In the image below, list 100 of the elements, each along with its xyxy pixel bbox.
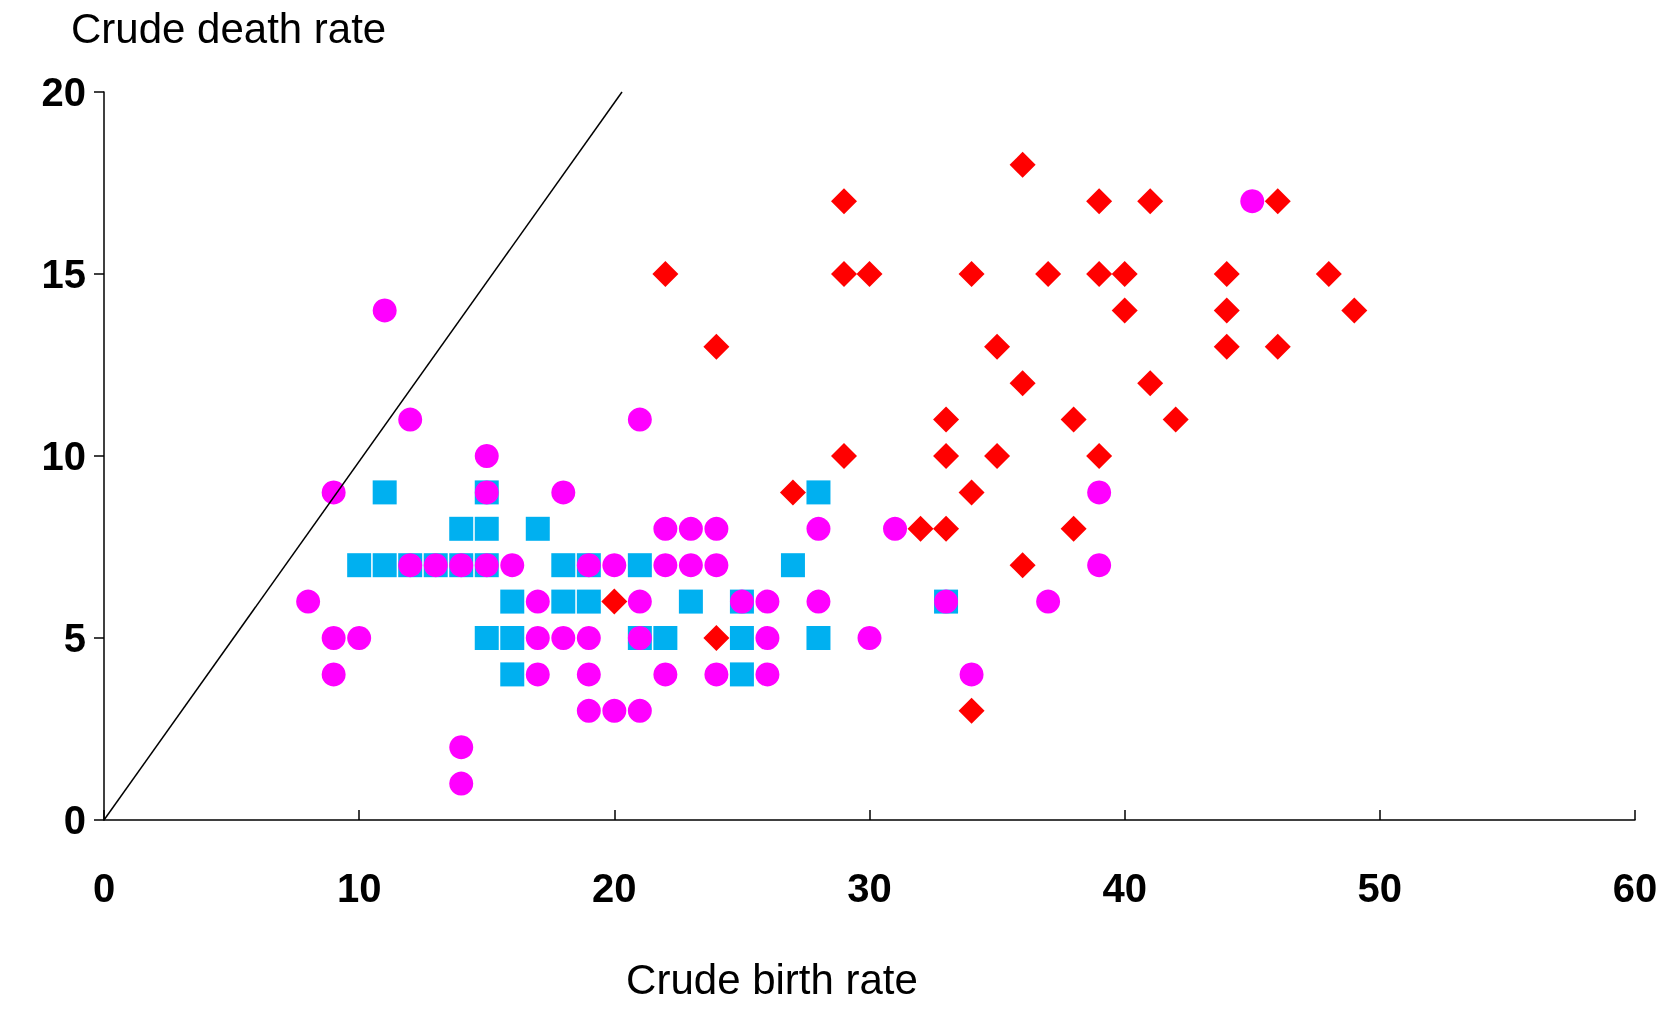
point: [704, 516, 729, 541]
point: [857, 626, 882, 650]
point: [678, 553, 703, 578]
point: [1086, 261, 1113, 287]
x-tick-label: 10: [336, 866, 382, 910]
point: [1213, 297, 1240, 324]
point: [704, 662, 729, 687]
point: [576, 626, 601, 650]
point: [372, 480, 397, 505]
point: [602, 698, 627, 723]
point: [704, 553, 729, 578]
point: [703, 333, 730, 360]
point: [601, 588, 628, 615]
point: [883, 516, 908, 541]
point: [933, 406, 960, 433]
point: [755, 662, 780, 687]
point: [959, 662, 984, 687]
point: [1087, 553, 1112, 578]
y-tick-label: 5: [63, 616, 86, 660]
point: [449, 735, 474, 760]
point: [551, 626, 576, 650]
point: [525, 516, 550, 541]
point: [958, 697, 985, 724]
point: [576, 698, 601, 723]
point: [1341, 297, 1368, 324]
point: [1036, 589, 1061, 614]
point: [653, 553, 678, 578]
point: [856, 261, 883, 287]
point: [653, 626, 678, 650]
point: [398, 407, 423, 432]
point: [1213, 333, 1240, 360]
point: [474, 626, 499, 650]
x-axis-title: Crude birth rate: [626, 955, 918, 1003]
point: [933, 515, 960, 542]
point: [1137, 188, 1164, 215]
point: [958, 261, 985, 287]
point: [1264, 188, 1291, 215]
point: [1264, 333, 1291, 360]
point: [500, 626, 525, 650]
point: [627, 589, 652, 614]
point: [1009, 370, 1036, 397]
point: [474, 516, 499, 541]
y-tick-label: 20: [41, 70, 86, 114]
point: [627, 553, 652, 578]
point: [296, 589, 321, 614]
point: [779, 479, 806, 506]
point: [729, 626, 754, 650]
point: [984, 443, 1011, 469]
point: [347, 626, 372, 650]
point: [806, 589, 831, 614]
point: [806, 516, 831, 541]
point: [780, 553, 805, 578]
point: [500, 553, 525, 578]
point: [1035, 261, 1062, 287]
x-tick-label: 0: [92, 866, 116, 910]
point: [1009, 151, 1036, 178]
x-tick-label: 40: [1102, 866, 1147, 910]
point: [500, 662, 525, 687]
point: [729, 662, 754, 687]
point: [474, 444, 499, 468]
point: [958, 479, 985, 506]
point: [602, 553, 627, 578]
point: [551, 480, 576, 505]
point: [678, 589, 703, 614]
y-tick-label: 10: [41, 434, 86, 478]
point: [551, 553, 576, 578]
y-tick-label: 15: [41, 252, 86, 296]
point: [1009, 552, 1036, 579]
x-tick-label: 20: [592, 866, 637, 910]
point: [627, 407, 652, 432]
point: [500, 589, 525, 614]
point: [525, 626, 550, 650]
point: [372, 298, 397, 323]
x-tick-label: 60: [1612, 866, 1658, 910]
y-axis-title: Crude death rate: [71, 4, 387, 52]
y-tick-label: 0: [63, 798, 86, 842]
point: [321, 662, 346, 687]
point: [806, 480, 831, 505]
point: [652, 261, 679, 287]
point: [1086, 188, 1113, 215]
point: [933, 443, 960, 469]
point: [755, 589, 780, 614]
point: [1213, 261, 1240, 287]
point: [1162, 406, 1189, 433]
point: [1060, 515, 1087, 542]
x-tick-label: 30: [847, 866, 892, 910]
point: [703, 625, 730, 651]
point: [678, 516, 703, 541]
point: [1240, 189, 1265, 214]
point: [347, 553, 372, 578]
point: [830, 261, 857, 287]
point: [321, 626, 346, 650]
point: [1111, 297, 1138, 324]
point: [755, 626, 780, 650]
point: [1111, 261, 1138, 287]
point: [830, 188, 857, 215]
point: [1086, 443, 1113, 469]
point: [627, 698, 652, 723]
point: [449, 516, 474, 541]
point: [653, 662, 678, 687]
